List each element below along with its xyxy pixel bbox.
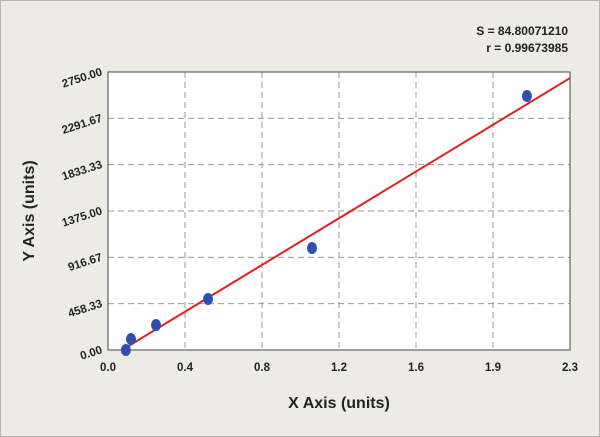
y-axis-title: Y Axis (units) (21, 160, 38, 261)
point (203, 293, 214, 306)
x-tick-label: 1.6 (408, 362, 424, 374)
point (521, 89, 532, 102)
point (307, 241, 318, 254)
x-axis-title: X Axis (units) (288, 395, 390, 412)
point (126, 332, 137, 345)
x-tick-label: 0.4 (177, 362, 194, 374)
x-tick-label: 0.8 (254, 362, 271, 374)
x-tick-label: 2.3 (562, 362, 578, 374)
plot-border (107, 71, 571, 351)
annotation: S = 84.80071210 (476, 24, 568, 38)
point (151, 319, 162, 332)
fit-line (121, 77, 571, 351)
point (120, 344, 131, 356)
x-tick-label: 1.2 (331, 362, 347, 374)
annotation: r = 0.99673985 (486, 41, 568, 55)
x-tick-label: 1.9 (485, 362, 501, 374)
x-tick-label: 0.0 (100, 362, 116, 374)
